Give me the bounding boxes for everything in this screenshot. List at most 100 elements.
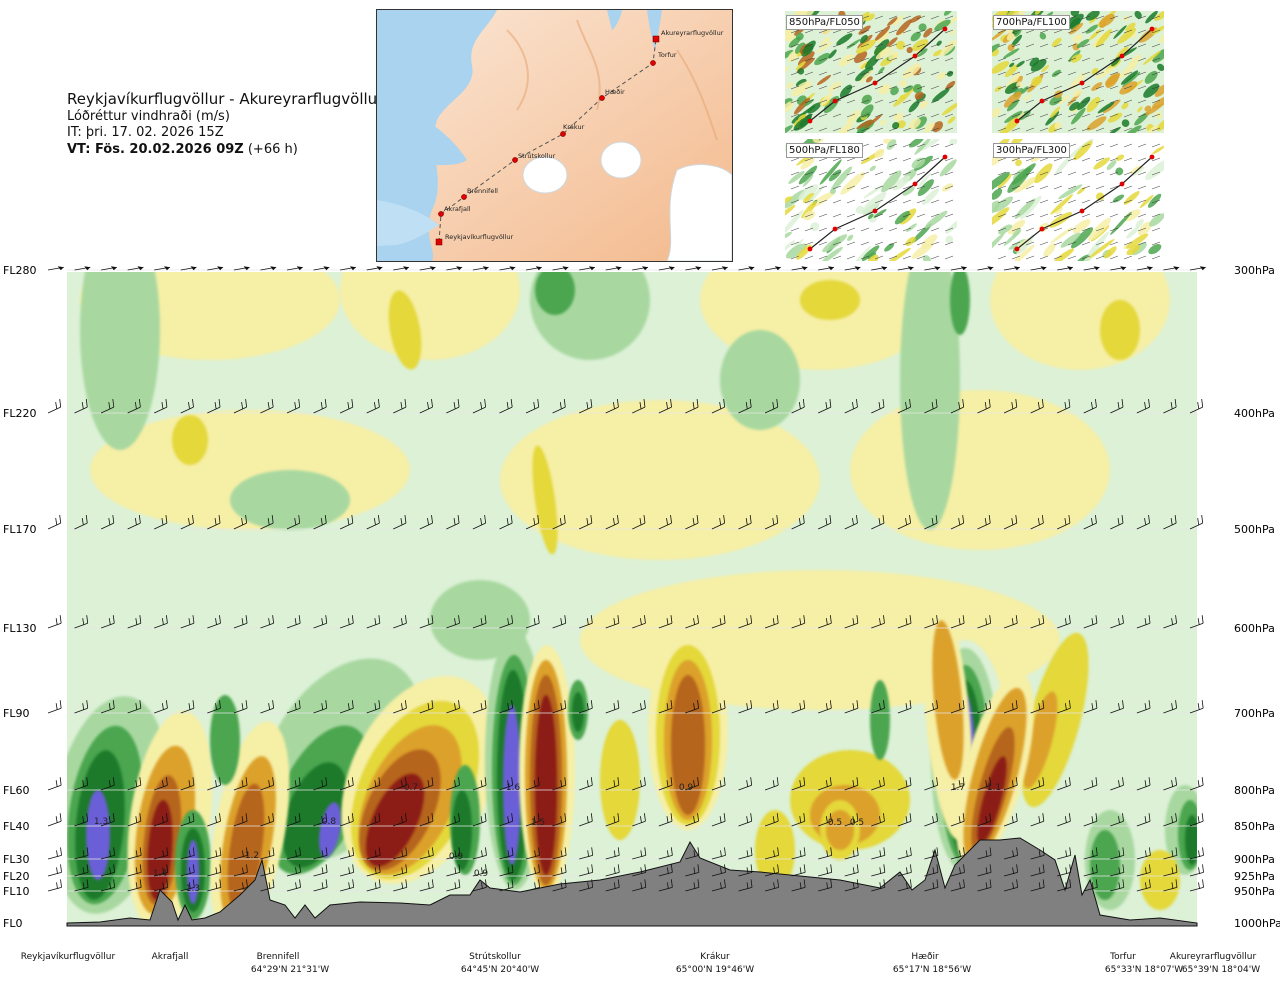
- location-name-3: Strútskollur: [469, 952, 521, 962]
- wind-barb-216: [1110, 700, 1124, 714]
- wind-barb-275: [340, 813, 354, 827]
- wind-barb-364: [366, 864, 381, 877]
- fl-label-7: FL30: [3, 853, 29, 866]
- wind-barb-363: [340, 864, 355, 877]
- pressure-axis: 300hPa 400hPa 500hPa 600hPa 700hPa 800hPa 850h…: [1234, 264, 1280, 930]
- field-cell-15: [172, 415, 208, 465]
- wind-barb-192: [472, 700, 487, 714]
- wind-barb-172: [1110, 615, 1124, 629]
- extrema-label-13: 1.7: [951, 783, 965, 793]
- wind-barb-135: [127, 615, 142, 629]
- wind-barb-171: [1083, 615, 1098, 629]
- wind-barb-2: [101, 266, 117, 271]
- wind-barb-285: [605, 813, 620, 827]
- pressure-label-2: 500hPa: [1234, 523, 1275, 536]
- wind-barb-147: [446, 615, 460, 629]
- wind-barb-419: [658, 879, 673, 892]
- wind-barb-414: [525, 879, 540, 892]
- wind-barb-225: [180, 777, 195, 791]
- wind-barb-158: [738, 615, 753, 629]
- wind-barb-11: [340, 266, 356, 271]
- wind-barb-38: [1057, 266, 1074, 271]
- wind-barb-162: [844, 615, 859, 629]
- field-cell-36: [365, 773, 425, 867]
- wind-barb-0: [47, 266, 64, 271]
- wind-barb-294: [844, 813, 859, 827]
- map-label-torfur: Torfur: [657, 51, 677, 59]
- wind-barb-93: [180, 515, 194, 530]
- wind-barb-379: [764, 864, 779, 877]
- wind-barb-29: [818, 266, 835, 271]
- wind-barb-186: [313, 700, 328, 714]
- wind-barb-412: [472, 879, 487, 892]
- wind-barb-394: [1163, 864, 1178, 877]
- wind-barb-280: [472, 813, 487, 827]
- wind-barb-373: [605, 864, 620, 877]
- wind-barb-340: [897, 847, 912, 860]
- wind-barb-428: [897, 879, 912, 892]
- valid-time: VT: Fös. 20.02.2026 09Z (+66 h): [67, 142, 298, 157]
- wind-barb-26: [738, 266, 755, 271]
- wind-barb-197: [605, 700, 620, 714]
- wind-barb-85: [1136, 399, 1150, 414]
- wind-barb-86: [1163, 399, 1177, 414]
- wind-barb-292: [791, 813, 806, 827]
- wind-barb-204: [791, 700, 806, 714]
- wind-barb-299: [977, 813, 992, 827]
- wind-barb-262: [1163, 777, 1177, 791]
- wind-barb-334: [738, 847, 753, 860]
- wind-barb-205: [818, 700, 832, 714]
- wind-barb-351: [1189, 847, 1204, 860]
- wind-barb-138: [207, 615, 221, 629]
- wind-barb-248: [791, 777, 806, 791]
- wind-barb-400: [154, 879, 169, 892]
- wind-barb-112: [685, 515, 699, 530]
- wind-barb-330: [632, 847, 647, 860]
- location-name-5: Hæðir: [911, 952, 939, 962]
- wind-barb-223: [127, 777, 142, 791]
- wind-barb-84: [1110, 399, 1124, 414]
- wind-barb-341: [924, 847, 939, 860]
- wind-barb-206: [844, 700, 859, 714]
- wind-barb-309: [74, 847, 89, 860]
- wind-barb-264: [47, 813, 62, 827]
- wind-barb-54: [313, 399, 327, 414]
- wind-barb-331: [658, 847, 673, 860]
- extrema-label-2: 1.3: [186, 884, 200, 894]
- field-cell-63: [452, 790, 472, 870]
- mini-map-700-label: 700hPa/FL100: [993, 15, 1070, 30]
- pressure-label-8: 925hPa: [1234, 870, 1275, 883]
- wind-barb-96: [260, 515, 274, 530]
- field-cell-44: [147, 800, 173, 900]
- field-cell-51: [210, 695, 240, 785]
- wind-barb-209: [924, 700, 938, 714]
- location-name-0: Reykjavíkurflugvöllur: [21, 952, 116, 962]
- wind-barb-366: [419, 864, 434, 877]
- wind-barb-332: [685, 847, 700, 860]
- extrema-label-8: 1.6: [506, 783, 521, 793]
- wind-barb-239: [552, 777, 567, 791]
- wind-barb-175: [1189, 615, 1204, 629]
- wind-barb-136: [154, 615, 168, 629]
- wind-barb-62: [525, 399, 540, 414]
- wind-barb-178: [100, 700, 115, 714]
- wind-barb-46: [100, 399, 115, 414]
- wind-barb-71: [764, 399, 779, 414]
- wind-barb-360: [260, 864, 275, 877]
- wind-barb-434: [1057, 879, 1072, 892]
- wind-barb-35: [977, 266, 994, 271]
- wind-barb-346: [1057, 847, 1072, 860]
- wind-barb-227: [233, 777, 248, 791]
- field-cell-11: [230, 470, 350, 530]
- wind-barb-226: [207, 777, 221, 791]
- wind-barb-429: [924, 879, 939, 892]
- field-cell-26: [755, 810, 795, 890]
- wind-barb-242: [632, 777, 646, 791]
- wind-barb-125: [1030, 515, 1044, 530]
- wind-barb-59: [446, 399, 460, 414]
- wind-barb-273: [286, 813, 301, 827]
- field-cell-19: [535, 272, 575, 315]
- route-map-graphic: Akureyrarflugvöllur Torfur Hæðir Krákur …: [377, 10, 732, 261]
- wind-barb-21: [605, 266, 622, 271]
- wind-barb-417: [605, 879, 620, 892]
